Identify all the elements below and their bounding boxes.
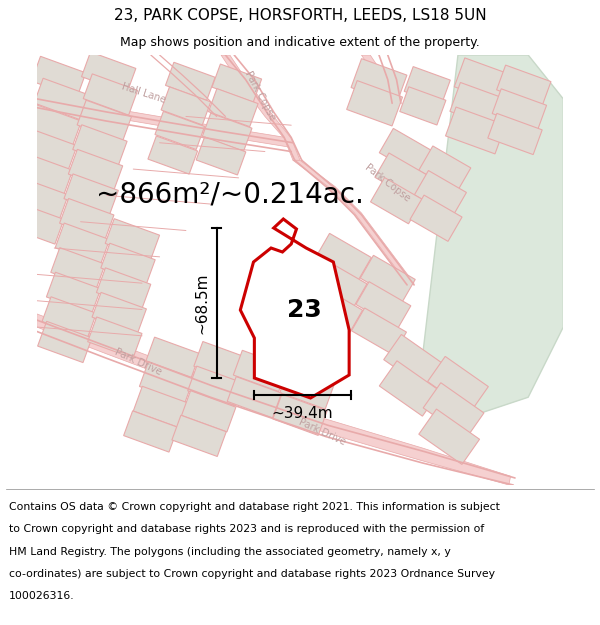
Text: co-ordinates) are subject to Crown copyright and database rights 2023 Ordnance S: co-ordinates) are subject to Crown copyr… bbox=[9, 569, 495, 579]
Polygon shape bbox=[419, 146, 471, 192]
Polygon shape bbox=[10, 203, 64, 244]
Polygon shape bbox=[194, 341, 248, 382]
Polygon shape bbox=[371, 177, 422, 224]
Text: Map shows position and indicative extent of the property.: Map shows position and indicative extent… bbox=[120, 36, 480, 49]
Polygon shape bbox=[97, 268, 151, 309]
Polygon shape bbox=[37, 94, 291, 147]
Polygon shape bbox=[46, 272, 101, 314]
Polygon shape bbox=[105, 219, 160, 260]
Polygon shape bbox=[293, 160, 414, 283]
Polygon shape bbox=[227, 377, 281, 418]
Polygon shape bbox=[419, 409, 479, 464]
Polygon shape bbox=[208, 89, 258, 127]
Polygon shape bbox=[55, 223, 110, 264]
Polygon shape bbox=[188, 366, 242, 408]
Text: ~39.4m: ~39.4m bbox=[272, 406, 334, 421]
Text: Contains OS data © Crown copyright and database right 2021. This information is : Contains OS data © Crown copyright and d… bbox=[9, 502, 500, 512]
Text: Hall Lane: Hall Lane bbox=[121, 82, 167, 106]
Polygon shape bbox=[273, 394, 327, 436]
Polygon shape bbox=[23, 129, 77, 171]
Polygon shape bbox=[83, 74, 137, 115]
Polygon shape bbox=[423, 55, 563, 415]
Text: Park Drive: Park Drive bbox=[297, 417, 347, 447]
Polygon shape bbox=[488, 113, 542, 154]
Polygon shape bbox=[42, 297, 97, 338]
Polygon shape bbox=[379, 128, 431, 174]
Polygon shape bbox=[88, 317, 142, 358]
Polygon shape bbox=[38, 321, 92, 362]
Polygon shape bbox=[196, 137, 246, 175]
Polygon shape bbox=[27, 104, 82, 146]
Polygon shape bbox=[454, 58, 514, 105]
Polygon shape bbox=[212, 64, 262, 102]
Polygon shape bbox=[312, 260, 367, 307]
Polygon shape bbox=[124, 411, 178, 452]
Text: 23: 23 bbox=[287, 298, 322, 322]
Polygon shape bbox=[400, 87, 446, 125]
Polygon shape bbox=[428, 356, 488, 412]
Polygon shape bbox=[172, 415, 226, 456]
Polygon shape bbox=[316, 233, 371, 280]
Polygon shape bbox=[64, 174, 118, 215]
Text: ~68.5m: ~68.5m bbox=[194, 272, 209, 334]
Polygon shape bbox=[161, 87, 211, 125]
Polygon shape bbox=[19, 154, 73, 195]
Polygon shape bbox=[404, 67, 451, 105]
Polygon shape bbox=[446, 107, 506, 154]
Text: HM Land Registry. The polygons (including the associated geometry, namely x, y: HM Land Registry. The polygons (includin… bbox=[9, 547, 451, 557]
Polygon shape bbox=[308, 286, 362, 333]
Polygon shape bbox=[139, 362, 194, 403]
Text: to Crown copyright and database rights 2023 and is reproduced with the permissio: to Crown copyright and database rights 2… bbox=[9, 524, 484, 534]
Polygon shape bbox=[375, 153, 427, 199]
Polygon shape bbox=[221, 55, 300, 160]
Polygon shape bbox=[241, 219, 349, 398]
Polygon shape bbox=[146, 337, 200, 378]
Polygon shape bbox=[352, 308, 406, 355]
Polygon shape bbox=[155, 111, 205, 149]
Polygon shape bbox=[360, 255, 415, 302]
Polygon shape bbox=[92, 292, 146, 334]
Polygon shape bbox=[166, 62, 215, 101]
Polygon shape bbox=[14, 178, 68, 219]
Polygon shape bbox=[101, 243, 155, 284]
Polygon shape bbox=[133, 386, 188, 428]
Polygon shape bbox=[410, 195, 462, 241]
Polygon shape bbox=[351, 59, 407, 104]
Polygon shape bbox=[233, 350, 287, 391]
Polygon shape bbox=[182, 391, 236, 432]
Polygon shape bbox=[148, 136, 197, 174]
Polygon shape bbox=[450, 82, 510, 129]
Polygon shape bbox=[51, 248, 105, 289]
Polygon shape bbox=[68, 149, 123, 191]
Polygon shape bbox=[415, 171, 466, 217]
Polygon shape bbox=[34, 78, 88, 119]
Text: 100026316.: 100026316. bbox=[9, 591, 74, 601]
Polygon shape bbox=[202, 113, 252, 151]
Polygon shape bbox=[423, 382, 484, 438]
Polygon shape bbox=[347, 81, 403, 126]
Text: ~866m²/~0.214ac.: ~866m²/~0.214ac. bbox=[96, 181, 364, 209]
Polygon shape bbox=[77, 100, 131, 141]
Polygon shape bbox=[59, 199, 114, 240]
Polygon shape bbox=[280, 368, 334, 409]
Polygon shape bbox=[361, 55, 397, 108]
Polygon shape bbox=[379, 361, 440, 416]
Polygon shape bbox=[73, 125, 127, 166]
Polygon shape bbox=[356, 282, 411, 329]
Polygon shape bbox=[37, 314, 511, 485]
Text: 23, PARK COPSE, HORSFORTH, LEEDS, LS18 5UN: 23, PARK COPSE, HORSFORTH, LEEDS, LS18 5… bbox=[113, 8, 487, 23]
Polygon shape bbox=[31, 56, 86, 98]
Text: Park Drive: Park Drive bbox=[113, 347, 163, 378]
Polygon shape bbox=[497, 65, 551, 106]
Polygon shape bbox=[384, 334, 445, 390]
Polygon shape bbox=[492, 89, 547, 130]
Text: Park Copse: Park Copse bbox=[244, 69, 278, 122]
Text: Park Copse: Park Copse bbox=[363, 162, 412, 204]
Polygon shape bbox=[82, 52, 136, 93]
